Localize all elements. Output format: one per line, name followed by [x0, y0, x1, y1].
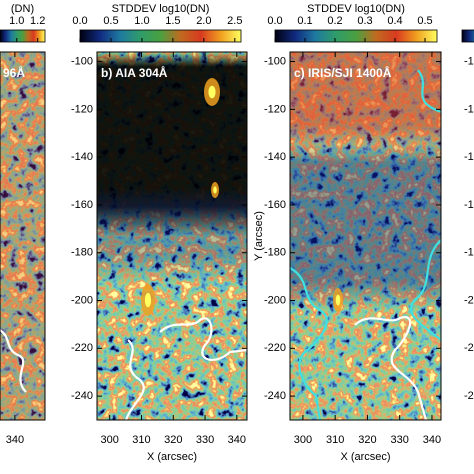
contour — [289, 267, 328, 421]
y-tick-label: -240 — [71, 390, 93, 402]
y-tick-label: -240 — [264, 390, 286, 402]
x-tick-label: 300 — [101, 434, 119, 446]
y-tick-label: -160 — [71, 199, 93, 211]
bright-core — [335, 294, 341, 306]
panel-title: c) IRIS/SJI 1400Å — [294, 65, 392, 80]
colorbar — [79, 29, 242, 43]
colorbar-label: STDDEV log10(DN) — [307, 3, 405, 15]
colorbar-tick-label: 1.0 — [9, 15, 24, 27]
axes-frame — [96, 51, 248, 421]
x-tick-label: 330 — [196, 434, 214, 446]
y-tick-label: -220 — [264, 342, 286, 354]
y-tick-label: -220 — [464, 342, 474, 354]
y-tick-label: -140 — [464, 151, 474, 163]
colorbar-tick-label: 0.5 — [417, 15, 432, 27]
x-tick-label: 310 — [326, 434, 344, 446]
colorbar-label: (DN) — [11, 3, 34, 15]
colorbar — [274, 29, 438, 43]
x-tick-label: 320 — [164, 434, 182, 446]
colorbar-tick-label: 0.0 — [267, 15, 282, 27]
x-tick-label: 300 — [294, 434, 312, 446]
y-axis-label: Y (arcsec) — [253, 211, 265, 261]
x-tick-label: 340 — [6, 434, 24, 446]
x-tick-label: 330 — [391, 434, 409, 446]
colorbar-tick-label: 0.0 — [72, 15, 87, 27]
colorbar-label: STDDEV log10(DN) — [112, 3, 210, 15]
contour — [409, 239, 442, 341]
y-tick-label: -180 — [464, 247, 474, 259]
colorbar-tick-label: 1.0 — [134, 15, 149, 27]
y-tick-label: -160 — [464, 199, 474, 211]
colorbar-tick-label: 0.5 — [103, 15, 118, 27]
panel-title: 96Å — [3, 65, 25, 80]
colorbar-tick-label: 2.0 — [196, 15, 211, 27]
axes-frame — [289, 51, 442, 421]
y-tick-label: -200 — [71, 294, 93, 306]
y-tick-label: -100 — [264, 55, 286, 67]
colorbar-tick-label: 0.2 — [327, 15, 342, 27]
x-tick-label: 320 — [358, 434, 376, 446]
y-tick-label: -240 — [464, 390, 474, 402]
contours — [0, 69, 442, 421]
y-tick-label: -220 — [71, 342, 93, 354]
x-axis-label: X (arcsec) — [147, 451, 197, 463]
contour — [159, 317, 248, 361]
x-axis-label: X (arcsec) — [340, 451, 390, 463]
bright-core — [144, 292, 152, 308]
colorbar-tick-label: 0.4 — [387, 15, 402, 27]
x-tick-label: 340 — [423, 434, 441, 446]
contour — [124, 339, 145, 421]
colorbar — [0, 29, 46, 43]
y-tick-label: -100 — [464, 55, 474, 67]
axes-frame — [0, 51, 46, 421]
image-shade — [97, 52, 247, 420]
image-shade — [290, 52, 441, 420]
x-tick-label: 310 — [132, 434, 150, 446]
y-tick-label: -180 — [264, 247, 286, 259]
x-tick-label: 340 — [228, 434, 246, 446]
y-tick-label: -140 — [264, 151, 286, 163]
y-tick-label: -140 — [71, 151, 93, 163]
y-tick-label: -120 — [71, 103, 93, 115]
y-tick-label: -200 — [464, 294, 474, 306]
colorbar — [461, 29, 474, 43]
y-tick-label: -100 — [71, 55, 93, 67]
colorbar-tick-label: 0.1 — [297, 15, 312, 27]
y-tick-label: -200 — [264, 294, 286, 306]
bright-core — [213, 186, 217, 194]
y-tick-label: -180 — [71, 247, 93, 259]
colorbar-tick-label: 2.5 — [227, 15, 242, 27]
panel-title: b) AIA 304Å — [101, 65, 168, 80]
colorbar-tick-label: 1.5 — [165, 15, 180, 27]
y-tick-label: -120 — [464, 103, 474, 115]
colorbar-tick-label: 0.3 — [357, 15, 372, 27]
y-tick-label: -160 — [264, 199, 286, 211]
bright-core — [208, 85, 216, 99]
contour — [417, 69, 442, 114]
colorbar-tick-label: 1.2 — [30, 15, 45, 27]
image-layer — [0, 52, 441, 420]
contour — [0, 329, 27, 393]
contour — [354, 316, 428, 421]
y-tick-label: -120 — [264, 103, 286, 115]
